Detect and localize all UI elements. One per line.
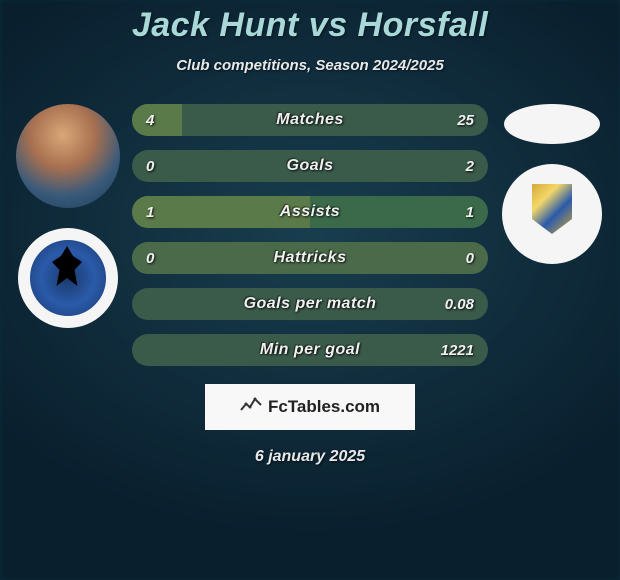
comparison-area: 4Matches250Goals21Assists10Hattricks0Goa… bbox=[0, 104, 620, 366]
watermark-text: FcTables.com bbox=[268, 397, 380, 417]
stat-label: Matches bbox=[132, 104, 488, 136]
stat-bar: Goals per match0.08 bbox=[132, 288, 488, 320]
page-subtitle: Club competitions, Season 2024/2025 bbox=[0, 57, 620, 74]
right-column bbox=[492, 104, 612, 366]
stat-value-right: 0.08 bbox=[445, 288, 474, 320]
date-text: 6 january 2025 bbox=[0, 448, 620, 466]
player2-avatar bbox=[504, 104, 600, 144]
stat-bar: 0Hattricks0 bbox=[132, 242, 488, 274]
stat-bar: 4Matches25 bbox=[132, 104, 488, 136]
watermark: FcTables.com bbox=[205, 384, 415, 430]
stat-value-right: 25 bbox=[457, 104, 474, 136]
player1-club-badge bbox=[18, 228, 118, 328]
stat-label: Assists bbox=[132, 196, 488, 228]
page-title: Jack Hunt vs Horsfall bbox=[0, 0, 620, 45]
stat-label: Hattricks bbox=[132, 242, 488, 274]
player2-club-badge bbox=[502, 164, 602, 264]
stat-label: Min per goal bbox=[132, 334, 488, 366]
left-column bbox=[8, 104, 128, 366]
stat-bar: 0Goals2 bbox=[132, 150, 488, 182]
watermark-icon bbox=[240, 396, 262, 419]
stat-value-right: 0 bbox=[466, 242, 474, 274]
stat-label: Goals bbox=[132, 150, 488, 182]
content-root: Jack Hunt vs Horsfall Club competitions,… bbox=[0, 0, 620, 580]
stat-bar: 1Assists1 bbox=[132, 196, 488, 228]
stat-value-right: 1221 bbox=[441, 334, 474, 366]
stat-value-right: 1 bbox=[466, 196, 474, 228]
stat-bar: Min per goal1221 bbox=[132, 334, 488, 366]
stat-value-right: 2 bbox=[466, 150, 474, 182]
stats-bars: 4Matches250Goals21Assists10Hattricks0Goa… bbox=[128, 104, 492, 366]
player1-avatar bbox=[16, 104, 120, 208]
stat-label: Goals per match bbox=[132, 288, 488, 320]
